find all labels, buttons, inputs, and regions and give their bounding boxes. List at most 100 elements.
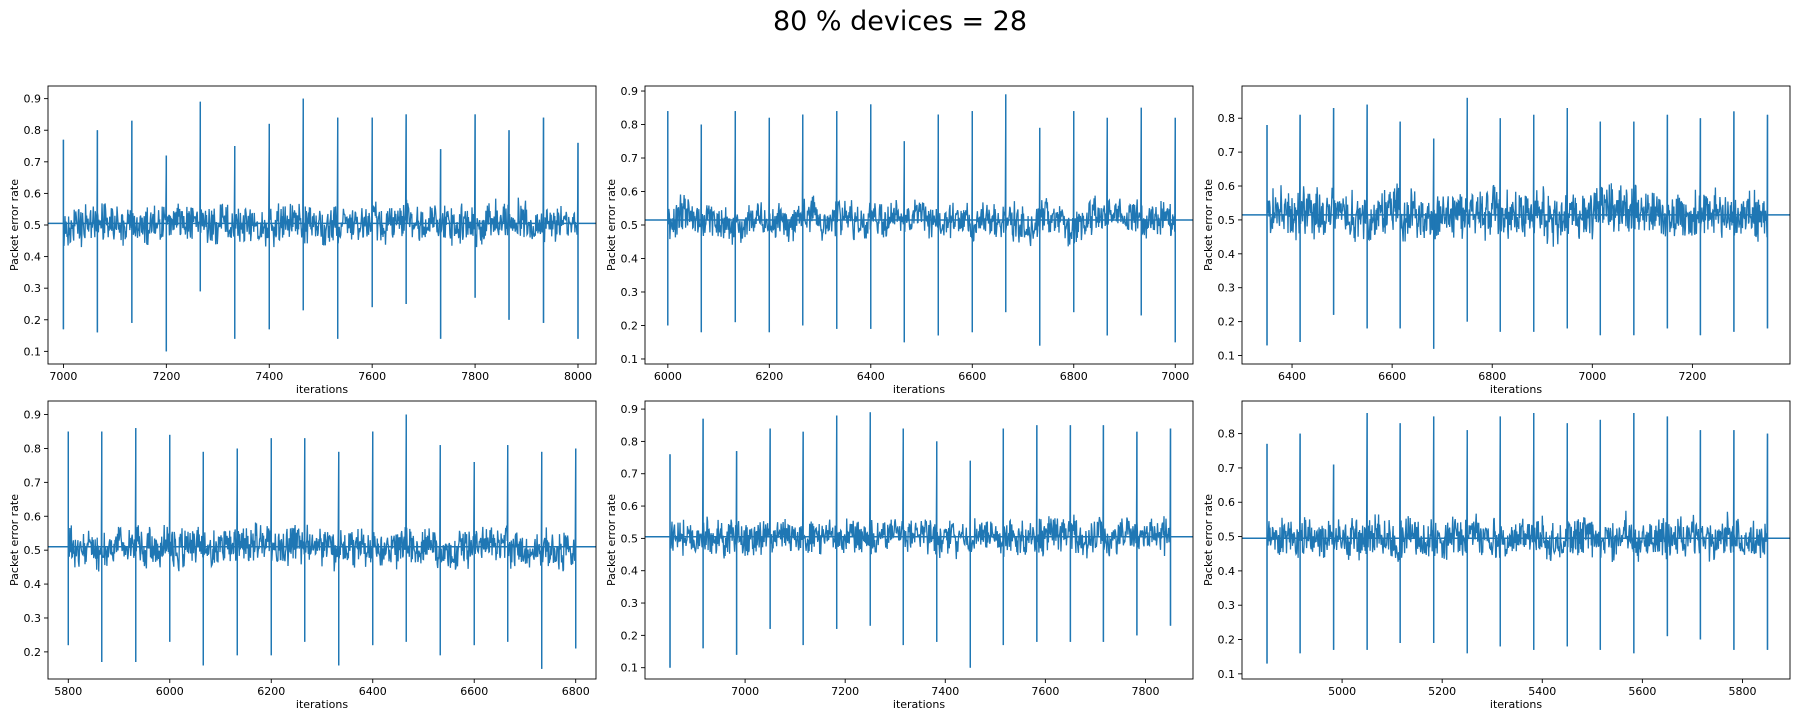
y-tick-label: 0.8: [24, 442, 42, 455]
y-tick-label: 0.8: [1218, 112, 1236, 125]
x-tick-label: 6200: [755, 370, 783, 383]
y-tick-label: 0.4: [1218, 565, 1236, 578]
x-tick-label: 6400: [857, 370, 885, 383]
y-tick-label: 0.8: [621, 435, 639, 448]
x-tick-label: 6800: [562, 685, 590, 698]
y-tick-label: 0.5: [621, 219, 639, 232]
x-axis-label: iterations: [296, 383, 348, 396]
y-tick-label: 0.2: [24, 646, 42, 659]
series-line: [67, 414, 577, 669]
x-tick-label: 7000: [1578, 370, 1606, 383]
y-tick-label: 0.8: [621, 119, 639, 132]
x-tick-label: 7200: [1678, 370, 1706, 383]
axes-frame: [1241, 400, 1791, 680]
y-tick-label: 0.1: [24, 345, 42, 358]
y-axis-label: Packet error rate: [605, 179, 618, 271]
y-tick-label: 0.3: [621, 597, 639, 610]
y-tick-label: 0.1: [621, 662, 639, 675]
y-tick-label: 0.2: [1218, 634, 1236, 647]
y-tick-label: 0.3: [1218, 599, 1236, 612]
y-tick-label: 0.9: [24, 409, 42, 422]
x-tick-label: 5400: [1528, 685, 1556, 698]
series-line: [1266, 97, 1769, 349]
axes-frame: [47, 400, 597, 680]
y-tick-label: 0.8: [24, 124, 42, 137]
y-tick-label: 0.6: [1218, 496, 1236, 509]
y-tick-label: 0.9: [621, 403, 639, 416]
x-tick-label: 6400: [1278, 370, 1306, 383]
x-axis-label: iterations: [893, 383, 945, 396]
y-tick-label: 0.2: [621, 629, 639, 642]
series-line: [669, 412, 1172, 668]
x-tick-label: 8000: [564, 370, 592, 383]
x-tick-label: 5800: [54, 685, 82, 698]
x-tick-label: 6000: [156, 685, 184, 698]
subplot-3: 6400 6600 6800 7000 7200 0.1 0.2 0.3 0.4 0.5 0.6 0.…: [1202, 85, 1791, 396]
series-line: [667, 94, 1176, 346]
y-tick-label: 0.5: [1218, 214, 1236, 227]
y-tick-label: 0.3: [24, 282, 42, 295]
x-axis-label: iterations: [893, 698, 945, 711]
y-tick-label: 0.2: [621, 319, 639, 332]
y-tick-label: 0.6: [621, 186, 639, 199]
y-tick-label: 0.9: [24, 93, 42, 106]
y-tick-label: 0.6: [24, 510, 42, 523]
y-tick-label: 0.8: [1218, 428, 1236, 441]
subplot-2: 6000 6200 6400 6600 6800 7000 0.1 0.2 0.3 0.4 0.5 0…: [605, 85, 1194, 396]
y-tick-label: 0.2: [1218, 316, 1236, 329]
subplot-6: 5000 5200 5400 5600 5800 0.1 0.2 0.3 0.4 0.5 0.6 0.…: [1202, 400, 1791, 711]
y-tick-label: 0.1: [1218, 350, 1236, 363]
y-tick-label: 0.4: [24, 578, 42, 591]
y-tick-label: 0.4: [621, 565, 639, 578]
y-tick-label: 0.9: [621, 85, 639, 98]
axes-frame: [1241, 85, 1791, 365]
figure-title: 80 % devices = 28: [772, 6, 1028, 37]
x-tick-label: 6600: [460, 685, 488, 698]
x-axis-label: iterations: [1490, 698, 1542, 711]
series-line: [62, 98, 579, 352]
y-tick-label: 0.1: [1218, 668, 1236, 681]
x-tick-label: 5200: [1428, 685, 1456, 698]
y-tick-label: 0.7: [24, 476, 42, 489]
y-tick-label: 0.4: [24, 251, 42, 264]
subplot-4: 5800 6000 6200 6400 6600 6800 0.2 0.3 0.4 0.5 0.6 0…: [8, 400, 597, 711]
y-tick-label: 0.6: [24, 187, 42, 200]
x-axis-label: iterations: [296, 698, 348, 711]
x-tick-label: 6600: [1378, 370, 1406, 383]
x-tick-label: 5000: [1328, 685, 1356, 698]
y-tick-label: 0.4: [1218, 248, 1236, 261]
x-tick-label: 5800: [1728, 685, 1756, 698]
x-tick-label: 6800: [1478, 370, 1506, 383]
y-tick-label: 0.7: [24, 156, 42, 169]
axes-frame: [644, 400, 1194, 680]
y-axis-label: Packet error rate: [605, 494, 618, 586]
x-tick-label: 7000: [1161, 370, 1189, 383]
x-tick-label: 6600: [958, 370, 986, 383]
y-tick-label: 0.7: [621, 468, 639, 481]
x-tick-label: 6200: [257, 685, 285, 698]
x-tick-label: 7000: [49, 370, 77, 383]
y-tick-label: 0.6: [621, 500, 639, 513]
x-tick-label: 7600: [358, 370, 386, 383]
x-tick-label: 6800: [1060, 370, 1088, 383]
y-tick-label: 0.6: [1218, 180, 1236, 193]
y-tick-label: 0.5: [24, 544, 42, 557]
y-tick-label: 0.5: [1218, 531, 1236, 544]
y-tick-label: 0.1: [621, 353, 639, 366]
x-axis-label: iterations: [1490, 383, 1542, 396]
y-tick-label: 0.7: [1218, 462, 1236, 475]
x-tick-label: 5600: [1628, 685, 1656, 698]
y-axis-label: Packet error rate: [8, 494, 21, 586]
y-tick-label: 0.5: [24, 219, 42, 232]
y-tick-label: 0.3: [621, 286, 639, 299]
series-line: [1266, 412, 1769, 664]
y-tick-label: 0.2: [24, 314, 42, 327]
y-tick-label: 0.3: [1218, 282, 1236, 295]
y-axis-label: Packet error rate: [1202, 494, 1215, 586]
y-axis-label: Packet error rate: [8, 179, 21, 271]
y-tick-label: 0.3: [24, 612, 42, 625]
y-tick-label: 0.7: [1218, 146, 1236, 159]
x-tick-label: 7400: [931, 685, 959, 698]
x-tick-label: 7200: [831, 685, 859, 698]
